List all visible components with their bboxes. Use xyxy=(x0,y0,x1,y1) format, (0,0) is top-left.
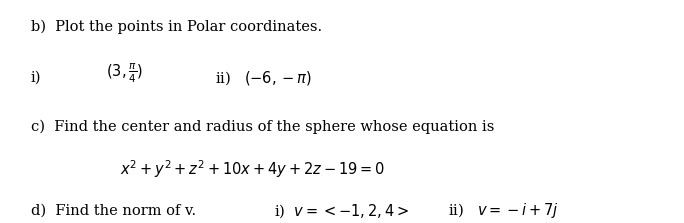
Text: i)  $v =<-1,2,4>$: i) $v =<-1,2,4>$ xyxy=(274,202,408,220)
Text: ii)   $v = -i + 7j$: ii) $v = -i + 7j$ xyxy=(448,201,559,220)
Text: ii)   $(-6,-\pi)$: ii) $(-6,-\pi)$ xyxy=(215,69,313,87)
Text: i): i) xyxy=(31,71,41,85)
Text: $x^2 + y^2 + z^2 + 10x + 4y + 2z - 19 = 0$: $x^2 + y^2 + z^2 + 10x + 4y + 2z - 19 = … xyxy=(120,159,385,180)
Text: $(3,\frac{\pi}{4})$: $(3,\frac{\pi}{4})$ xyxy=(106,62,143,85)
Text: c)  Find the center and radius of the sphere whose equation is: c) Find the center and radius of the sph… xyxy=(31,120,494,134)
Text: d)  Find the norm of v.: d) Find the norm of v. xyxy=(31,204,196,218)
Text: b)  Plot the points in Polar coordinates.: b) Plot the points in Polar coordinates. xyxy=(31,20,322,34)
